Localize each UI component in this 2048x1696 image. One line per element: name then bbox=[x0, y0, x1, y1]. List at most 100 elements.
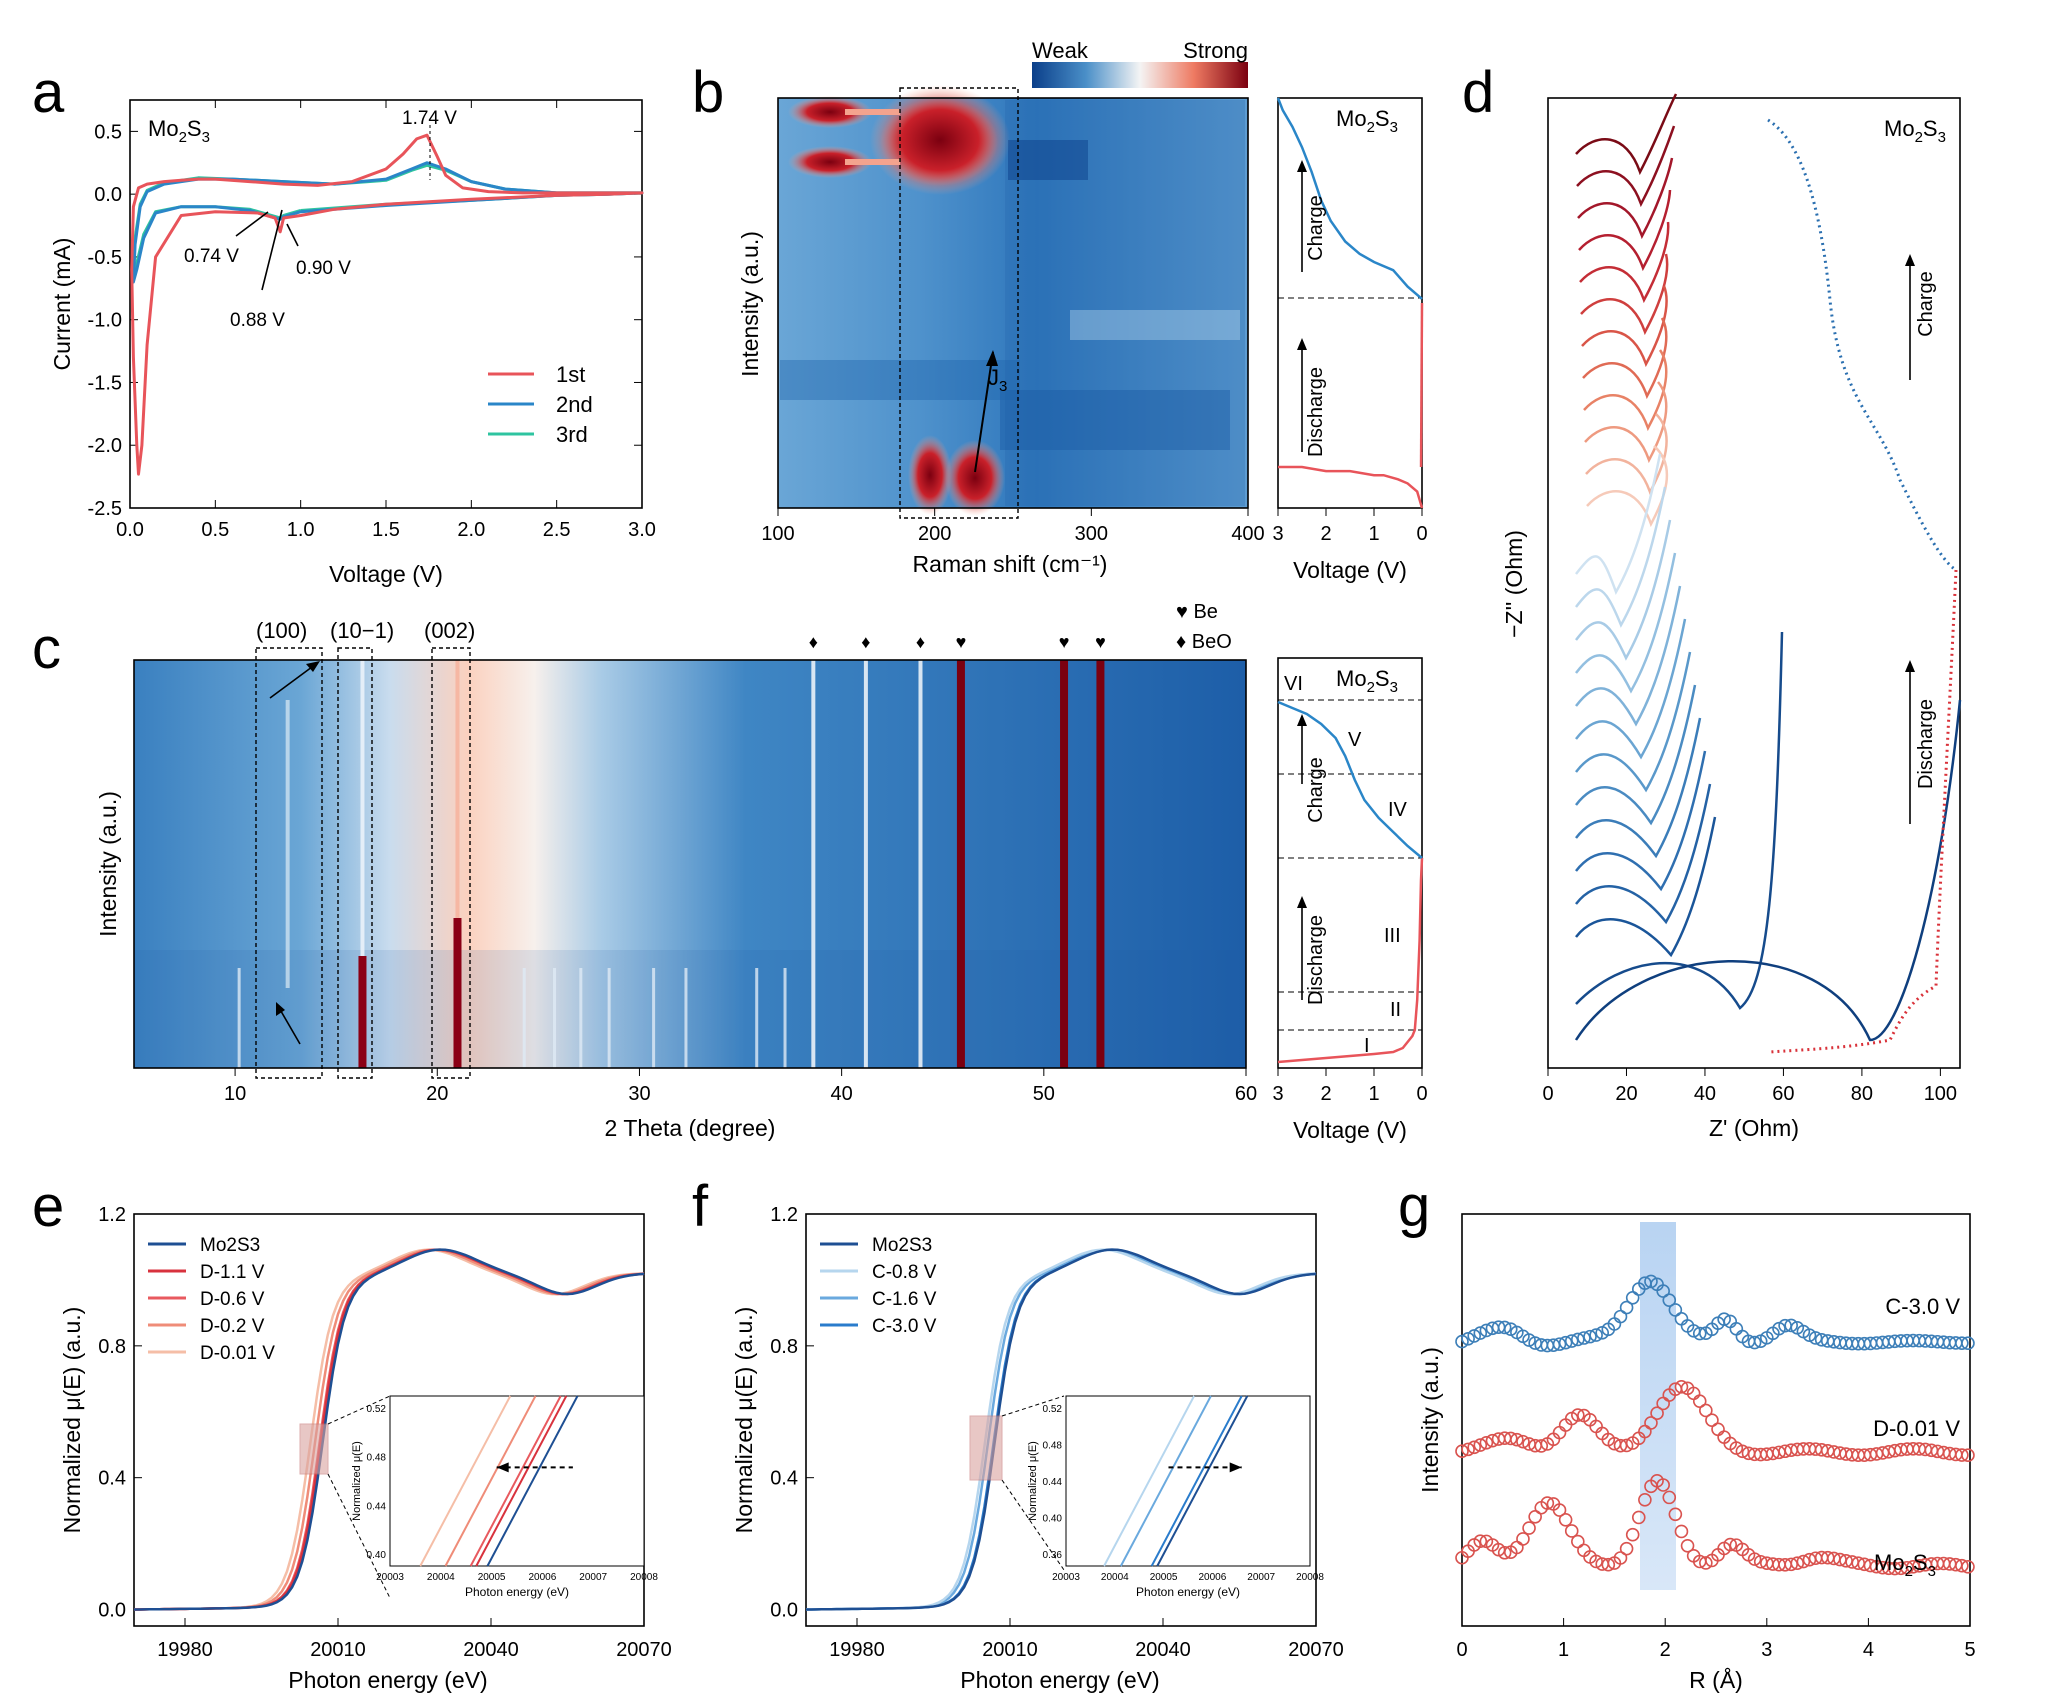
label-discharge-b: Discharge bbox=[1305, 367, 1327, 457]
nyquist-charge bbox=[1584, 381, 1668, 464]
exafs-point bbox=[1455, 1334, 1469, 1349]
minor-peak bbox=[237, 968, 241, 1068]
x-tick-label: 3.0 bbox=[628, 519, 656, 541]
exafs-point bbox=[1461, 1442, 1475, 1457]
inset-y-tick-label: 0.40 bbox=[367, 1550, 387, 1561]
panel-c-sample-label: Mo2S3 bbox=[1336, 666, 1398, 696]
nyquist-discharge bbox=[1575, 453, 1662, 595]
nyquist-discharge bbox=[1575, 750, 1707, 892]
panel-c-side-xlabel: Voltage (V) bbox=[1293, 1117, 1407, 1143]
x-tick-label: 20070 bbox=[616, 1639, 672, 1661]
panel-b-heatmap: J3 Weak Strong 100 200 300 400 Raman shift … bbox=[737, 38, 1428, 583]
nyquist-charge bbox=[1583, 349, 1668, 432]
x-tick-label: 40 bbox=[1694, 1083, 1716, 1105]
exafs-point bbox=[1674, 1524, 1689, 1539]
exafs-point bbox=[1589, 1328, 1603, 1342]
exafs-point bbox=[1534, 1439, 1549, 1453]
beo-marker: ♦ bbox=[809, 632, 818, 652]
weak-peak bbox=[285, 700, 290, 988]
charge-curve bbox=[1277, 700, 1423, 859]
exafs-point bbox=[1522, 1521, 1536, 1535]
panel-f-xlabel: Photon energy (eV) bbox=[960, 1667, 1159, 1693]
exafs-point bbox=[1528, 1510, 1542, 1524]
beo-peak-line bbox=[811, 660, 816, 1068]
x-tick-label: 0 bbox=[1542, 1083, 1553, 1105]
exafs-point bbox=[1479, 1435, 1494, 1450]
panel-f-ylabel: Normalized μ(E) (a.u.) bbox=[731, 1307, 757, 1534]
exafs-point bbox=[1784, 1557, 1798, 1572]
annot-0-74: 0.74 V bbox=[184, 246, 239, 267]
inset-y-tick-label: 0.52 bbox=[1043, 1404, 1063, 1415]
exafs-point bbox=[1699, 1556, 1713, 1570]
inset-x-tick-label: 20004 bbox=[427, 1572, 455, 1583]
exafs-point bbox=[1961, 1448, 1975, 1462]
beo-marker: ♦ bbox=[916, 632, 925, 652]
colorbar-low: Weak bbox=[1032, 38, 1089, 63]
discharge-curve-rise bbox=[1419, 302, 1424, 468]
exafs-point bbox=[1692, 1394, 1707, 1408]
peak-002 bbox=[455, 660, 460, 928]
x-tick-label: 300 bbox=[1075, 523, 1108, 545]
discharge-curve bbox=[1278, 465, 1424, 509]
x-tick-label: 2.0 bbox=[457, 519, 485, 541]
annot-0-88: 0.88 V bbox=[230, 310, 285, 331]
exafs-point bbox=[1552, 1503, 1567, 1517]
panel-d-ylabel: −Z'' (Ohm) bbox=[1501, 530, 1527, 638]
legend-be: ♥ Be bbox=[1176, 601, 1218, 623]
inset-y-tick-label: 0.36 bbox=[1043, 1550, 1063, 1561]
legend-label: D-1.1 V bbox=[200, 1262, 265, 1283]
exafs-point bbox=[1735, 1444, 1750, 1459]
arrow-0-90 bbox=[286, 223, 299, 247]
inset-arrowhead bbox=[496, 1462, 509, 1473]
nyquist-charge bbox=[1578, 189, 1672, 272]
x-tick-label: 100 bbox=[761, 523, 794, 545]
minor-peak bbox=[579, 968, 583, 1068]
y-tick-label: 0.0 bbox=[94, 184, 122, 206]
inset-x-tick-label: 20005 bbox=[478, 1572, 506, 1583]
panel-letter-g: g bbox=[1398, 1174, 1430, 1239]
minor-peak bbox=[684, 968, 688, 1068]
panel-e-ylabel: Normalized μ(E) (a.u.) bbox=[59, 1307, 85, 1534]
nyquist-discharge bbox=[1575, 783, 1712, 925]
inset-x-tick-label: 20003 bbox=[1052, 1572, 1080, 1583]
panel-b-xlabel: Raman shift (cm⁻¹) bbox=[913, 551, 1108, 577]
y-tick-label: 0.4 bbox=[98, 1468, 126, 1490]
exafs-point bbox=[1747, 1335, 1762, 1350]
x-tick-label: 3 bbox=[1761, 1639, 1772, 1661]
panel-b-side bbox=[1277, 97, 1423, 509]
be-marker: ♥ bbox=[1059, 632, 1070, 652]
panel-letter-a: a bbox=[32, 60, 65, 125]
x-tick-label: 0.5 bbox=[201, 519, 229, 541]
inset-x-tick-label: 20008 bbox=[1296, 1572, 1324, 1583]
x-tick-label: 80 bbox=[1851, 1083, 1873, 1105]
minor-peak bbox=[553, 968, 557, 1068]
exafs-point bbox=[1674, 1380, 1689, 1394]
nyquist-charge-dotted bbox=[1767, 118, 1957, 572]
exafs-point bbox=[1589, 1554, 1603, 1569]
arrow-0-74 bbox=[235, 211, 269, 237]
colorbar bbox=[1032, 62, 1248, 88]
x-tick-label: 20040 bbox=[1135, 1639, 1191, 1661]
exafs-point bbox=[1473, 1438, 1488, 1452]
panel-b-side-xlabel: Voltage (V) bbox=[1293, 557, 1407, 583]
be-peak-line bbox=[1060, 660, 1069, 1068]
exafs-point bbox=[1747, 1552, 1762, 1566]
inset-arrowhead bbox=[1229, 1462, 1242, 1473]
x-tick-label: 200 bbox=[918, 523, 951, 545]
nyquist-discharge bbox=[1574, 699, 1962, 1042]
exafs-point bbox=[1577, 1331, 1591, 1345]
exafs-point bbox=[1516, 1434, 1530, 1449]
exafs-point bbox=[1662, 1490, 1677, 1505]
exafs-point bbox=[1583, 1329, 1597, 1344]
exafs-point bbox=[1723, 1537, 1738, 1552]
label-discharge-c: Discharge bbox=[1305, 915, 1327, 1005]
inset-x-tick-label: 20003 bbox=[376, 1572, 404, 1583]
minor-peak bbox=[522, 968, 526, 1068]
exafs-point bbox=[1564, 1524, 1579, 1538]
stage-II: II bbox=[1390, 999, 1401, 1021]
nyquist-charge bbox=[1586, 445, 1669, 528]
legend-label: D-0.01 V bbox=[200, 1343, 275, 1364]
label-charge-c: Charge bbox=[1305, 757, 1327, 823]
exafs-point bbox=[1668, 1507, 1683, 1522]
